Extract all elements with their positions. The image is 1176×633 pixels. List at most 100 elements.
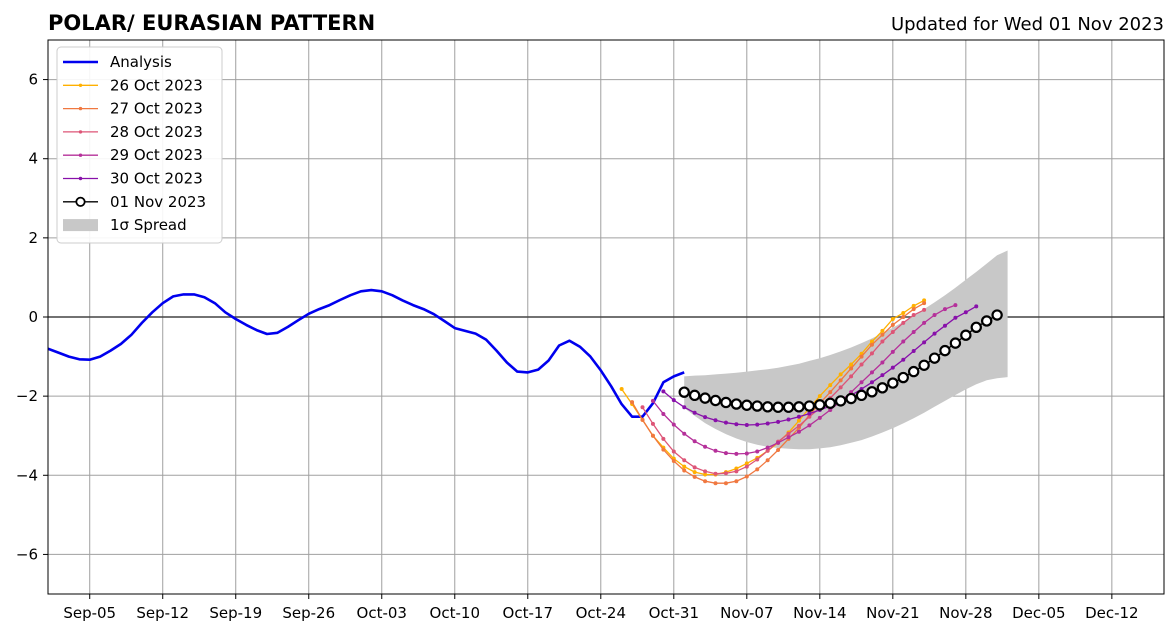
forecast-point: [776, 440, 781, 445]
spread-group: [684, 250, 1008, 450]
latest-forecast-point: [887, 377, 899, 389]
forecast-point: [671, 459, 676, 464]
legend-marker: [78, 176, 83, 181]
forecast-point: [734, 422, 739, 427]
forecast-point: [890, 365, 895, 370]
forecast-point: [890, 330, 895, 335]
forecast-point: [796, 418, 801, 423]
legend-item: 29 Oct 2023: [63, 146, 203, 164]
forecast-point: [796, 414, 801, 419]
legend-item: 27 Oct 2023: [63, 100, 203, 118]
forecast-point: [755, 457, 760, 462]
forecast-point: [650, 433, 655, 438]
latest-forecast-point: [803, 400, 816, 412]
x-tick-label: Sep-05: [63, 604, 116, 622]
forecast-point: [692, 410, 697, 415]
forecast-point: [744, 464, 749, 469]
forecast-point: [838, 385, 843, 390]
forecast-point: [661, 447, 666, 452]
forecast-point: [880, 339, 885, 344]
legend-label: Analysis: [110, 53, 172, 71]
legend-item: 1σ Spread: [63, 216, 187, 234]
forecast-point: [734, 469, 739, 474]
forecast-point: [786, 417, 791, 422]
forecast-point: [682, 405, 687, 410]
forecast-point: [682, 468, 687, 473]
latest-forecast-point: [845, 392, 857, 405]
latest-forecast-point: [709, 394, 722, 407]
forecast-point: [869, 370, 874, 375]
x-tick-label: Oct-03: [357, 604, 407, 622]
legend-box: [56, 46, 223, 244]
forecast-point: [765, 421, 770, 426]
x-tick-label: Sep-12: [136, 604, 189, 622]
forecast-point: [932, 313, 937, 318]
forecast-point: [869, 351, 874, 356]
latest-forecast-point: [782, 401, 795, 413]
forecast-point: [703, 415, 708, 420]
legend-label: 27 Oct 2023: [110, 100, 203, 118]
forecast-point: [859, 354, 864, 359]
forecast-point: [755, 467, 760, 472]
series-analysis-line: [48, 288, 685, 419]
latest-forecast-point: [814, 399, 826, 411]
forecast-point: [692, 439, 697, 444]
legend-label: 01 Nov 2023: [110, 193, 206, 211]
forecast-point: [817, 415, 822, 420]
forecast-point: [661, 436, 666, 441]
x-tick-label: Oct-31: [649, 604, 699, 622]
axis-ticks: Sep-05 Sep-12 Sep-19 Sep-26 Oct-03 Oct-10 Oct-…: [16, 71, 1139, 622]
legend-label: 28 Oct 2023: [110, 123, 203, 141]
forecast-point: [744, 474, 749, 479]
latest-forecast-point: [980, 315, 993, 327]
y-tick-label: 2: [28, 229, 38, 247]
series-group: [48, 288, 1003, 486]
forecast-point: [953, 315, 958, 320]
forecast-point: [828, 383, 833, 388]
legend-label: 30 Oct 2023: [110, 170, 203, 188]
forecast-point: [911, 349, 916, 354]
x-tick-label: Nov-21: [866, 604, 919, 622]
forecast-point: [838, 372, 843, 377]
forecast-point: [953, 303, 958, 308]
latest-forecast-point: [897, 371, 909, 384]
forecast-point: [932, 331, 937, 336]
forecast-point: [755, 422, 760, 427]
forecast-point: [963, 310, 968, 315]
forecast-point: [650, 398, 655, 403]
forecast-point: [734, 451, 739, 456]
forecast-point: [723, 481, 728, 486]
latest-forecast-point: [939, 344, 951, 357]
forecast-point: [911, 313, 916, 318]
forecast-point: [671, 449, 676, 454]
forecast-point: [703, 479, 708, 484]
forecast-point: [880, 373, 885, 378]
forecast-point: [869, 380, 874, 385]
latest-forecast-point: [699, 392, 711, 404]
latest-forecast-point: [678, 386, 690, 398]
forecast-point: [682, 431, 687, 436]
forecast-point: [890, 322, 895, 327]
forecast-point: [869, 342, 874, 347]
forecast-point: [703, 444, 708, 449]
y-tick-label: 0: [28, 308, 38, 326]
forecast-point: [859, 380, 864, 385]
x-tick-label: Oct-17: [503, 604, 553, 622]
forecast-point: [859, 362, 864, 367]
latest-forecast-point: [918, 359, 930, 371]
forecast-point: [838, 378, 843, 383]
forecast-point: [974, 304, 979, 309]
forecast-point: [901, 314, 906, 319]
forecast-point: [796, 429, 801, 434]
forecast-point: [901, 357, 906, 362]
x-tick-label: Nov-28: [939, 604, 992, 622]
forecast-point: [817, 394, 822, 399]
forecast-point: [942, 323, 947, 328]
latest-forecast-point: [688, 389, 701, 402]
x-tick-label: Dec-12: [1085, 604, 1139, 622]
forecast-point: [911, 330, 916, 335]
forecast-point: [786, 431, 791, 436]
legend-marker: [78, 130, 83, 134]
forecast-point: [786, 435, 791, 440]
